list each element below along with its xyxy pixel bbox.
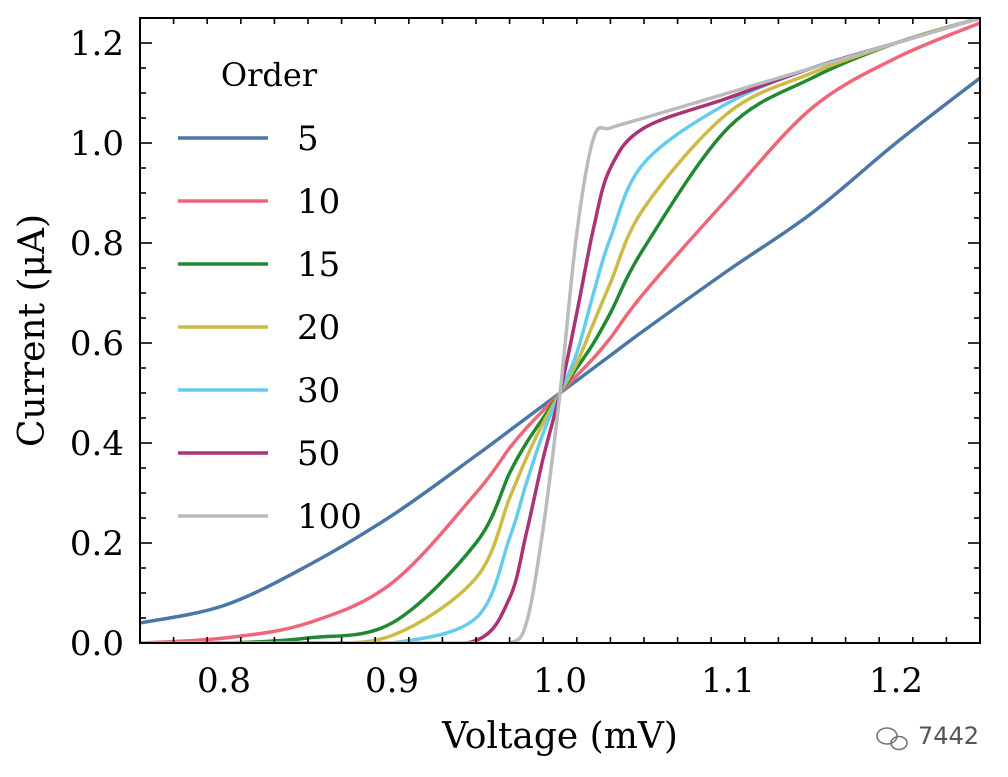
y-tick-label: 0.0 <box>70 624 124 664</box>
legend-label-5: 5 <box>297 119 319 159</box>
series-line-50 <box>140 18 980 643</box>
legend-label-15: 15 <box>297 245 340 285</box>
tick-labels-layer: 0.8 0.9 1.0 1.1 1.2 0.0 0.2 0.4 0.6 0.8 1.0 1.2 <box>70 24 923 701</box>
y-tick-label: 0.4 <box>70 424 124 464</box>
legend-label-20: 20 <box>297 308 340 348</box>
y-tick-label: 1.2 <box>70 24 124 64</box>
x-tick-label: 1.0 <box>533 661 587 701</box>
legend-label-50: 50 <box>297 434 340 474</box>
legend-label-30: 30 <box>297 371 340 411</box>
y-tick-label: 0.2 <box>70 524 124 564</box>
series-line-15 <box>140 18 980 643</box>
y-axis-title: Current (μA) <box>12 214 53 447</box>
x-tick-label: 0.9 <box>365 661 419 701</box>
watermark-text: 7442 <box>918 722 979 750</box>
series-line-5 <box>140 76 980 625</box>
series-line-30 <box>140 18 980 643</box>
x-axis-title: Voltage (mV) <box>441 716 678 757</box>
x-tick-label: 1.2 <box>869 661 923 701</box>
series-line-10 <box>140 21 980 643</box>
x-tick-label: 1.1 <box>701 661 755 701</box>
y-tick-label: 1.0 <box>70 124 124 164</box>
ticks-layer <box>139 17 981 644</box>
legend-label-10: 10 <box>297 182 340 222</box>
legend: Order 5 10 15 20 30 50 100 <box>178 56 362 537</box>
x-tick-label: 0.8 <box>197 661 251 701</box>
series-line-100 <box>140 18 980 643</box>
watermark: 7442 <box>876 722 979 751</box>
y-tick-label: 0.8 <box>70 224 124 264</box>
legend-title: Order <box>221 56 318 94</box>
series-line-20 <box>140 18 980 643</box>
plot-frame <box>139 17 981 644</box>
legend-label-100: 100 <box>297 497 362 537</box>
series-layer <box>140 18 980 643</box>
y-tick-label: 0.6 <box>70 324 124 364</box>
wechat-icon <box>876 727 908 751</box>
